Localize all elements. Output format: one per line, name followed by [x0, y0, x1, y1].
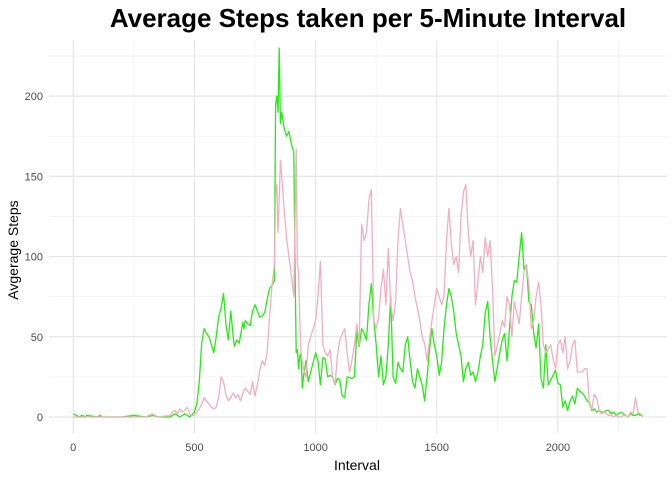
y-tick-label: 0 [37, 412, 43, 424]
y-tick-label: 150 [25, 171, 43, 183]
x-axis-ticks: 0 500 1000 1500 2000 [70, 442, 570, 454]
x-tick-label: 1500 [425, 442, 449, 454]
x-tick-label: 500 [185, 442, 203, 454]
x-tick-label: 0 [70, 442, 76, 454]
series-lines [72, 47, 644, 418]
y-tick-label: 200 [25, 91, 43, 103]
grid [49, 40, 667, 433]
x-tick-label: 2000 [546, 442, 570, 454]
series-line-weekend [73, 148, 644, 418]
y-axis-ticks: 0 50 100 150 200 [25, 91, 43, 424]
x-tick-label: 1000 [303, 442, 327, 454]
chart-title: Average Steps taken per 5-Minute Interva… [110, 3, 626, 33]
y-tick-label: 50 [31, 332, 43, 344]
series-line-weekday [72, 47, 643, 418]
y-tick-label: 100 [25, 252, 43, 264]
y-axis-label: Avgerage Steps [5, 200, 21, 299]
x-axis-label: Interval [334, 457, 380, 473]
